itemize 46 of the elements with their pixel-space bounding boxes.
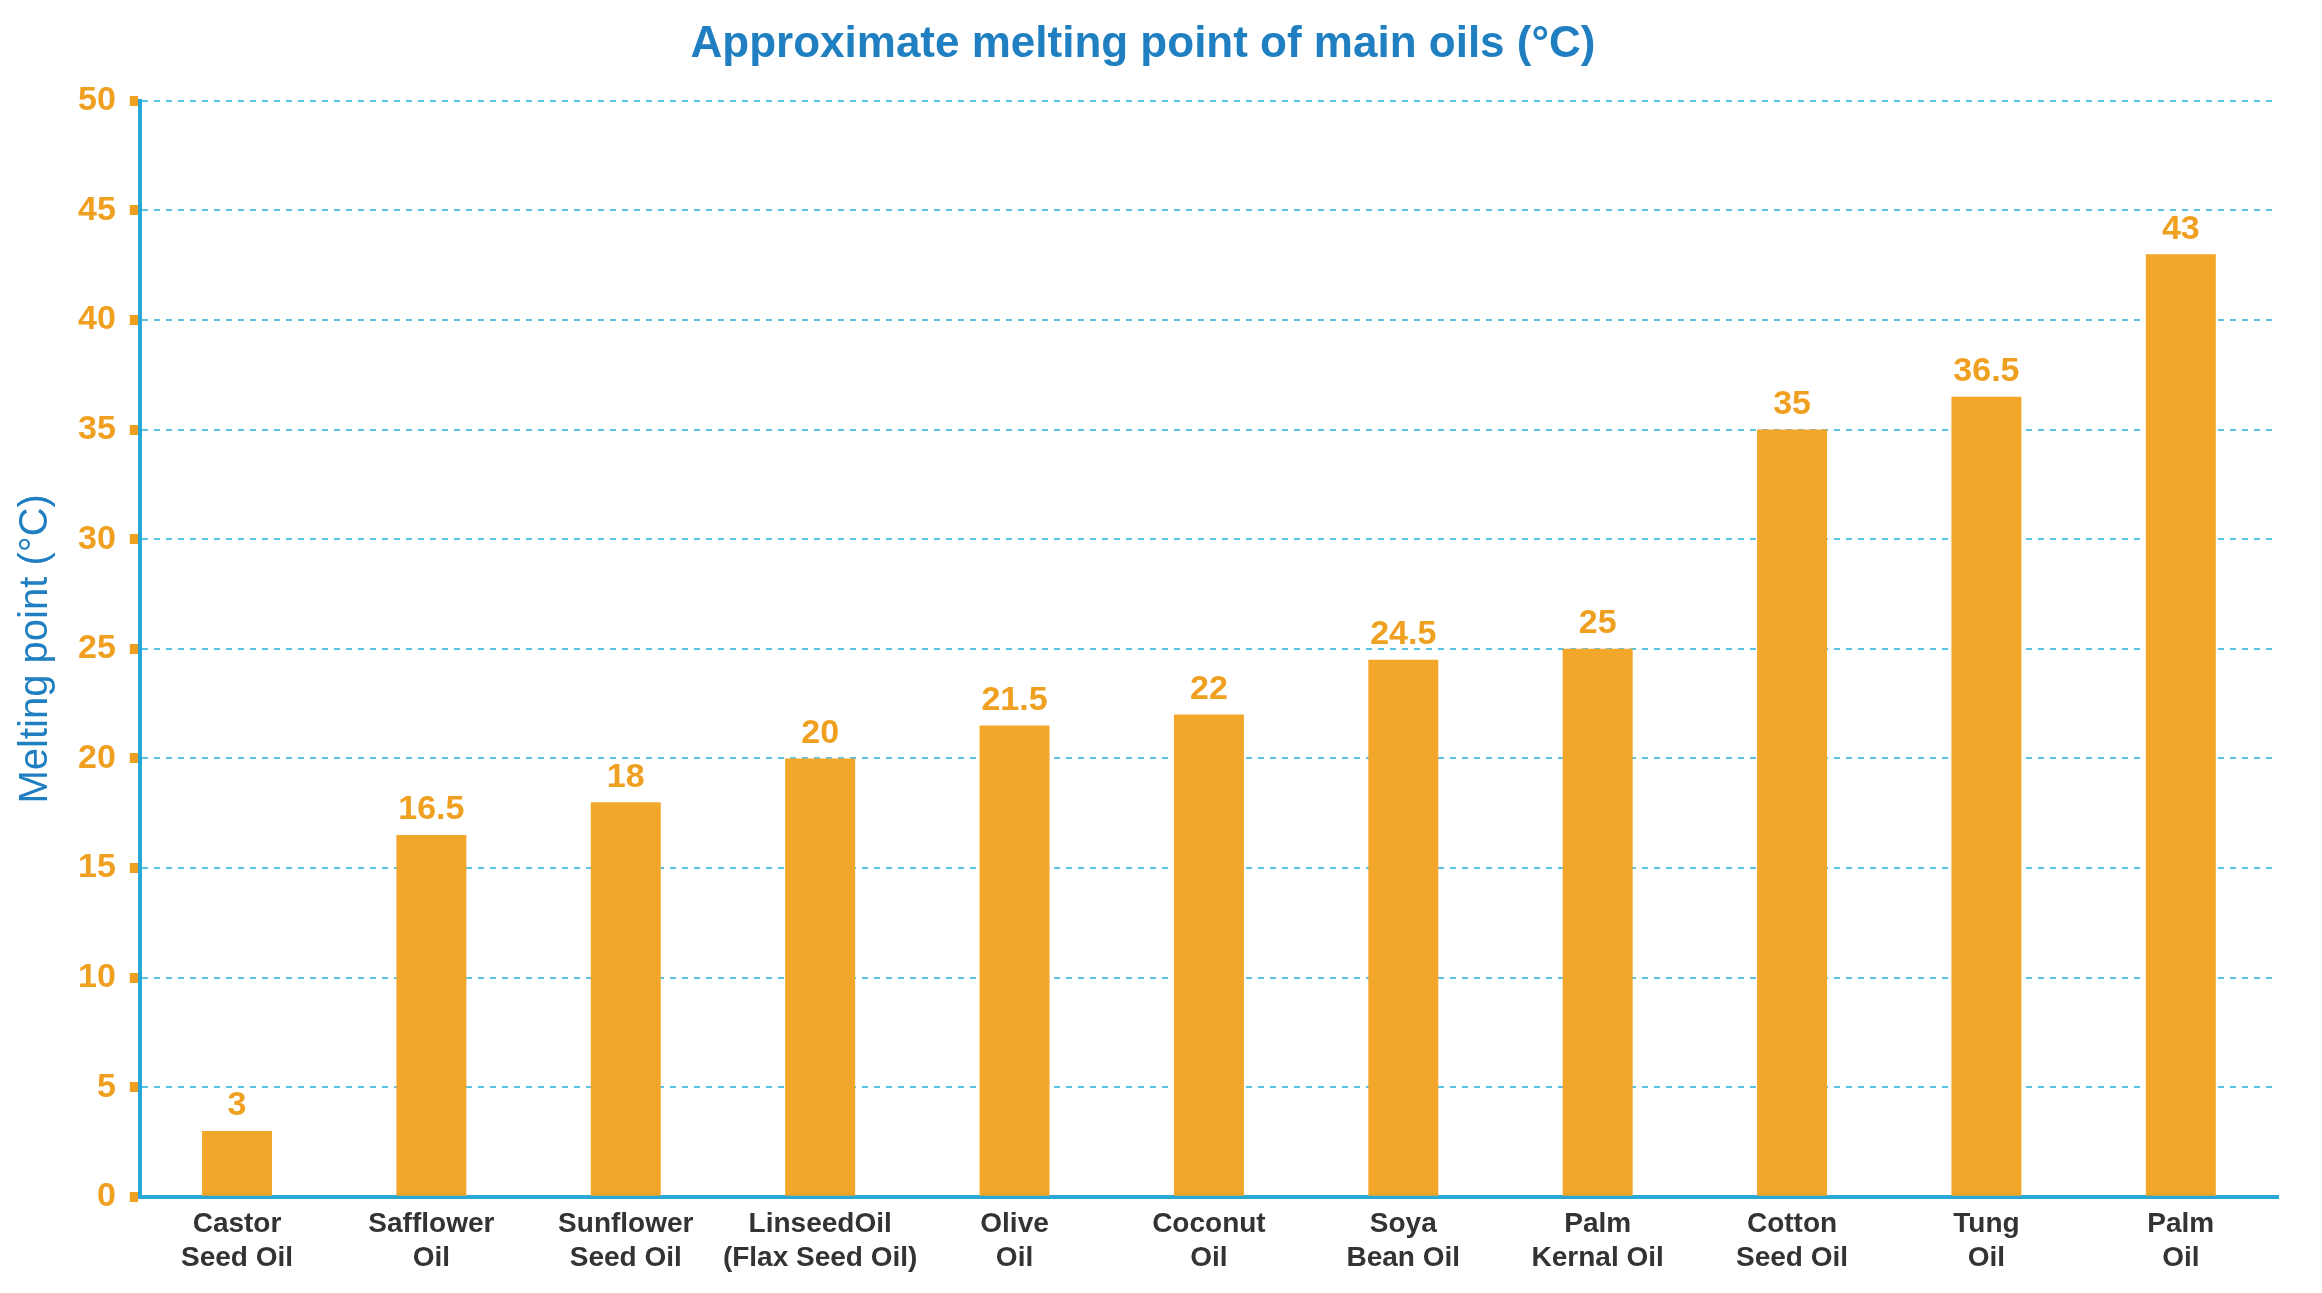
x-tick-label: Olive Oil — [980, 1207, 1049, 1272]
data-label: 3 — [227, 1084, 247, 1123]
bar — [1562, 648, 1633, 1196]
bar — [2145, 254, 2216, 1196]
x-tick-label: Palm Kernal Oil — [1531, 1207, 1664, 1272]
bar — [396, 835, 467, 1196]
bar — [979, 725, 1050, 1196]
x-tick-label: Palm Oil — [2147, 1207, 2215, 1272]
y-tick-label: 45 — [77, 188, 116, 227]
data-label: 24.5 — [1370, 613, 1437, 652]
y-axis-title: Melting point (°C) — [11, 494, 56, 804]
y-tick-label: 20 — [77, 736, 116, 775]
y-tick-label: 25 — [77, 627, 116, 666]
x-tick-label: LinseedOil (Flax Seed Oil) — [722, 1207, 918, 1272]
data-label: 20 — [801, 711, 840, 750]
y-tick-label: 30 — [77, 517, 116, 556]
data-label: 16.5 — [398, 788, 465, 827]
x-tick-label: Sunflower Seed Oil — [558, 1207, 694, 1272]
x-tick-label: Coconut Oil — [1152, 1207, 1266, 1272]
data-label: 18 — [606, 755, 645, 794]
bar — [1951, 396, 2022, 1196]
y-tick-label: 50 — [77, 79, 116, 118]
bar — [1368, 659, 1439, 1196]
bar — [202, 1131, 272, 1196]
bar — [1173, 714, 1244, 1196]
y-tick-label: 40 — [77, 298, 116, 337]
y-tick-label: 15 — [77, 846, 116, 885]
x-tick-label: Soya Bean Oil — [1346, 1207, 1461, 1272]
bar — [1757, 429, 1828, 1196]
x-tick-label: Castor Seed Oil — [180, 1207, 294, 1272]
data-label: 36.5 — [1953, 350, 2020, 389]
data-label: 25 — [1578, 602, 1617, 641]
x-tick-label: Tung Oil — [1953, 1207, 2020, 1272]
x-tick-label: Safflower Oil — [368, 1207, 495, 1272]
chart-title: Approximate melting point of main oils (°C) — [690, 16, 1596, 66]
y-tick-label: 5 — [96, 1065, 116, 1104]
y-tick-label: 35 — [77, 407, 116, 446]
y-tick-label: 0 — [96, 1175, 116, 1214]
data-label: 21.5 — [981, 678, 1048, 717]
bar — [785, 758, 856, 1196]
bar — [590, 802, 661, 1196]
data-label: 22 — [1190, 667, 1228, 706]
x-tick-label: Cotton Seed Oil — [1736, 1207, 1849, 1272]
y-tick-label: 10 — [77, 955, 116, 994]
data-label: 35 — [1773, 382, 1811, 421]
data-label: 43 — [2161, 207, 2200, 246]
